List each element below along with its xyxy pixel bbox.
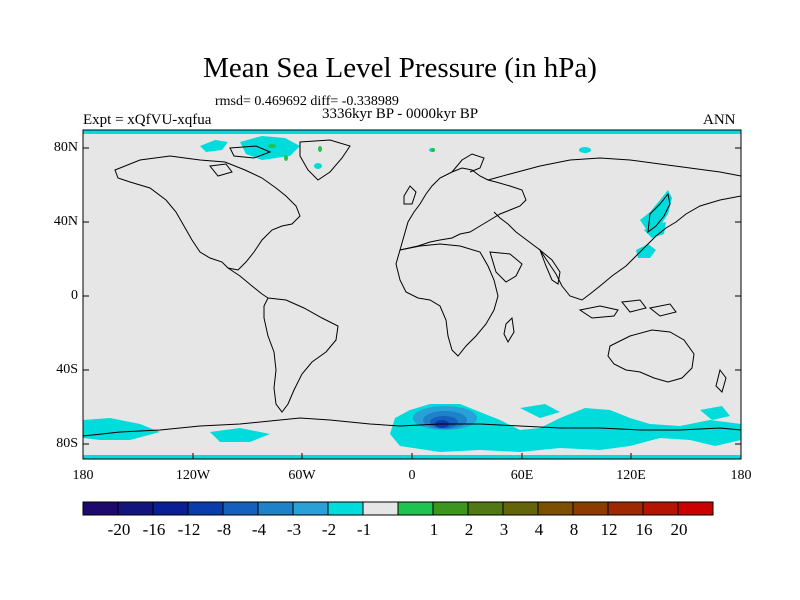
- colorbar-label: 12: [600, 520, 618, 539]
- chart-title: Mean Sea Level Pressure (in hPa): [203, 52, 597, 84]
- season-label: ANN: [703, 112, 736, 128]
- deep-negative-patch: [413, 406, 477, 430]
- colorbar-label: 2: [464, 520, 474, 539]
- colorbar-label: -8: [216, 520, 232, 539]
- colorbar-label: -2: [321, 520, 337, 539]
- colorbar-box: [502, 501, 539, 516]
- colorbar-label: 16: [635, 520, 653, 539]
- coastlines: [82, 139, 742, 437]
- x-label-180-right: 180: [730, 468, 752, 483]
- colorbar-box: [677, 501, 714, 516]
- colorbar-label: 1: [429, 520, 439, 539]
- y-label-80s: 80S: [56, 436, 78, 451]
- stats-line: rmsd= 0.469692 diff= -0.338989: [215, 94, 399, 109]
- colorbar-box: [572, 501, 609, 516]
- y-label-40s: 40S: [56, 362, 78, 377]
- colorbar-label: -4: [251, 520, 267, 539]
- x-label-120e: 120E: [616, 468, 646, 483]
- colorbar-box: [467, 501, 504, 516]
- colorbar-box: [152, 501, 189, 516]
- colorbar-box: [607, 501, 644, 516]
- colorbar-box: [82, 501, 119, 516]
- colorbar-box: [327, 501, 364, 516]
- colorbar-label: -20: [107, 520, 131, 539]
- colorbar-box: [187, 501, 224, 516]
- colorbar-box: [432, 501, 469, 516]
- x-label-120w: 120W: [175, 468, 211, 483]
- colorbar-label: -16: [142, 520, 166, 539]
- axis-ticks: [82, 147, 742, 459]
- experiment-label: Expt = xQfVU-xqfua: [83, 112, 212, 128]
- y-label-80n: 80N: [53, 140, 78, 155]
- positive-patches: [268, 144, 435, 161]
- colorbar-box: [222, 501, 259, 516]
- colorbar-box: [257, 501, 294, 516]
- colorbar-label: -3: [286, 520, 302, 539]
- colorbar-box: [397, 501, 434, 516]
- colorbar-label: 3: [499, 520, 509, 539]
- x-label-0: 0: [408, 468, 416, 483]
- colorbar-label: -12: [177, 520, 201, 539]
- colorbar-box: [117, 501, 154, 516]
- colorbar-label: 8: [569, 520, 579, 539]
- colorbar-box: [292, 501, 329, 516]
- colorbar-label: 20: [670, 520, 688, 539]
- north-fringe: [83, 130, 741, 134]
- colorbar-box: [362, 501, 399, 516]
- y-label-0: 0: [71, 288, 78, 303]
- y-label-40n: 40N: [53, 214, 78, 229]
- colorbar-box: [642, 501, 679, 516]
- x-label-60w: 60W: [288, 468, 316, 483]
- colorbar-label: 4: [534, 520, 544, 539]
- x-label-60e: 60E: [510, 468, 534, 483]
- x-label-180-left: 180: [72, 468, 94, 483]
- colorbar-box: [537, 501, 574, 516]
- period-line: 3336kyr BP - 0000kyr BP: [322, 106, 479, 122]
- colorbar: [82, 501, 714, 516]
- colorbar-label: -1: [356, 520, 372, 539]
